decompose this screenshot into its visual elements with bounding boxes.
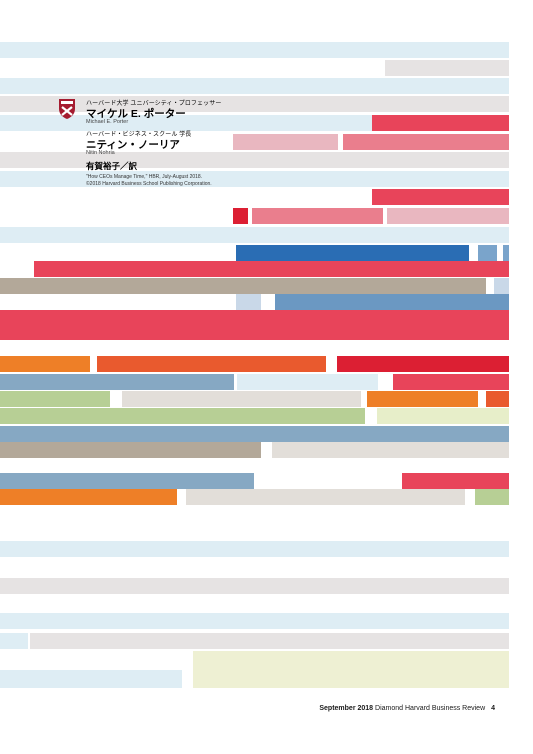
stripe — [343, 134, 509, 150]
stripe — [186, 489, 465, 505]
stripe — [0, 115, 372, 131]
stripe — [275, 294, 509, 310]
copyright-notice: ©2018 Harvard Business School Publishing… — [86, 181, 212, 187]
stripe — [0, 426, 509, 442]
stripe — [478, 245, 497, 261]
porter-roman-name: Michael E. Porter — [86, 119, 129, 125]
source-citation: "How CEOs Manage Time," HBR, July-August… — [86, 174, 203, 180]
stripe — [377, 408, 509, 424]
stripe — [385, 60, 509, 76]
nohria-name: ニティン・ノーリア — [86, 139, 180, 151]
stripe — [494, 278, 509, 294]
porter-name: マイケル E. ポーター — [86, 108, 186, 120]
stripe — [486, 391, 509, 407]
stripe — [0, 541, 509, 557]
stripe — [0, 442, 261, 458]
stripe — [0, 473, 254, 489]
stripe — [34, 261, 509, 277]
stripe — [372, 115, 509, 131]
stripe — [236, 245, 469, 261]
harvard-veritas-shield-icon — [59, 99, 75, 119]
stripe — [0, 578, 509, 594]
page-footer: September 2018 Diamond Harvard Business … — [319, 705, 495, 712]
stripe — [0, 613, 509, 629]
stripe — [387, 208, 509, 224]
stripe — [0, 391, 110, 407]
stripe — [0, 78, 509, 94]
stripe — [0, 171, 509, 187]
stripe — [0, 489, 177, 505]
nohria-title: ハーバード・ビジネス・スクール 学長 — [86, 132, 192, 138]
stripe — [252, 208, 383, 224]
stripe — [97, 356, 326, 372]
nohria-roman-name: Nitin Nohria — [86, 150, 115, 156]
stripe — [0, 152, 509, 168]
stripe — [0, 96, 509, 112]
stripe — [372, 189, 509, 205]
stripe — [0, 310, 509, 340]
stripe — [0, 227, 509, 243]
stripe — [503, 245, 509, 261]
stripe — [393, 374, 509, 390]
page-number: 4 — [491, 705, 495, 712]
stripe — [233, 134, 338, 150]
stripe — [122, 391, 361, 407]
stripe — [0, 633, 28, 649]
issue-date: September 2018 — [319, 705, 374, 712]
stripe — [0, 356, 90, 372]
publication-name: Diamond Harvard Business Review — [375, 705, 486, 712]
stripe — [0, 42, 509, 58]
stripe — [0, 278, 486, 294]
stripe — [0, 408, 365, 424]
stripe — [0, 670, 182, 688]
porter-title: ハーバード大学 ユニバーシティ・プロフェッサー — [86, 101, 222, 107]
stripe — [0, 374, 234, 390]
stripe — [475, 489, 509, 505]
stripe — [272, 442, 509, 458]
stripe — [236, 294, 261, 310]
stripe — [237, 374, 378, 390]
stripe — [233, 208, 248, 224]
translator-credit: 有賀裕子／訳 — [86, 161, 138, 171]
stripe — [193, 651, 509, 688]
stripe — [402, 473, 509, 489]
stripe — [30, 633, 509, 649]
stripe — [337, 356, 509, 372]
stripe — [367, 391, 478, 407]
